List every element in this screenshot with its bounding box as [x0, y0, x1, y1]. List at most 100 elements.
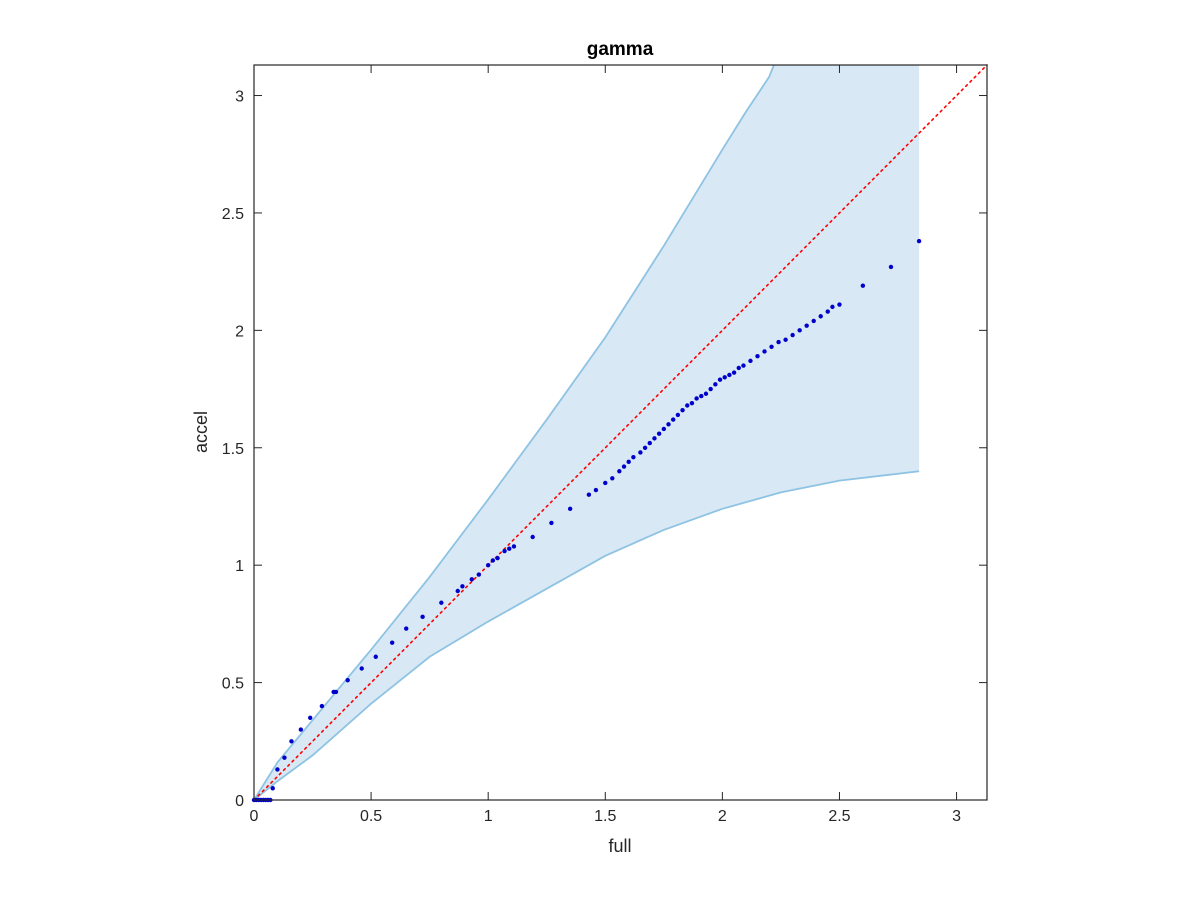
data-point — [289, 739, 294, 744]
data-point — [373, 654, 378, 659]
x-tick-label: 3 — [952, 808, 961, 825]
data-point — [642, 445, 648, 450]
data-point — [860, 283, 866, 288]
data-point — [511, 544, 517, 549]
x-tick-label: 2 — [718, 808, 727, 825]
data-point — [308, 715, 313, 721]
reference-line-layer — [253, 64, 988, 801]
data-point — [617, 469, 622, 474]
data-point — [830, 304, 835, 310]
data-point — [675, 412, 681, 418]
y-tick-label: 2.5 — [222, 206, 244, 223]
data-point — [359, 666, 364, 671]
data-point — [708, 386, 713, 392]
data-point — [495, 555, 500, 561]
data-point — [389, 640, 395, 645]
data-point — [790, 332, 795, 338]
data-point — [685, 403, 690, 408]
data-point — [647, 440, 652, 446]
data-point — [797, 328, 802, 333]
data-point — [731, 370, 737, 375]
data-point — [626, 459, 631, 465]
data-point — [888, 264, 894, 270]
data-point — [652, 436, 657, 441]
data-point — [762, 349, 767, 354]
x-axis-label: full — [608, 836, 631, 856]
data-point — [586, 492, 592, 497]
data-point — [825, 309, 830, 314]
data-point — [270, 786, 275, 791]
chart-title: gamma — [587, 39, 654, 60]
data-point — [420, 614, 425, 620]
data-point — [713, 382, 718, 387]
data-point — [282, 755, 287, 760]
data-point — [593, 487, 599, 493]
data-point — [736, 365, 741, 371]
x-tick-label: 1 — [484, 808, 493, 825]
data-point — [769, 344, 774, 349]
x-tick-label: 0.5 — [360, 808, 382, 825]
data-point — [638, 450, 643, 455]
data-point — [439, 600, 444, 605]
data-point — [811, 318, 816, 324]
data-point — [345, 678, 350, 683]
y-tick-label: 0 — [235, 793, 244, 810]
data-point — [748, 358, 753, 364]
data-point — [319, 703, 325, 709]
data-point — [298, 727, 304, 732]
data-point — [404, 626, 409, 631]
data-points-layer — [251, 238, 922, 803]
data-point — [460, 584, 465, 589]
data-point — [507, 546, 512, 551]
data-point — [656, 431, 662, 436]
axes-layer: 0 0.5 1 1.5 2 2.5 3 0 0.5 1 1.5 2 2.5 3 — [222, 64, 988, 825]
data-point — [776, 339, 781, 345]
data-point — [661, 426, 667, 432]
confidence-band-fill — [254, 65, 920, 800]
y-tick-label: 1.5 — [222, 441, 244, 458]
confidence-band-upper-edge — [254, 65, 775, 800]
data-point — [722, 375, 727, 380]
axes-box — [253, 64, 988, 801]
data-point — [490, 558, 496, 563]
data-point — [610, 476, 615, 481]
x-tick-label: 0 — [250, 808, 259, 825]
data-point — [333, 689, 339, 695]
data-point — [755, 353, 760, 359]
y-tick-label: 2 — [235, 323, 244, 340]
data-point — [275, 767, 280, 772]
reference-line-y-equals-x — [253, 64, 988, 801]
data-point — [670, 417, 676, 422]
data-point — [741, 363, 746, 368]
confidence-band-lower-edge — [254, 470, 920, 800]
x-tick-label: 2.5 — [828, 808, 850, 825]
data-point — [694, 396, 699, 401]
data-point — [549, 520, 554, 526]
data-point — [621, 464, 627, 469]
data-point — [916, 238, 922, 244]
data-point — [703, 391, 709, 396]
data-point — [783, 337, 788, 342]
data-point — [680, 407, 685, 413]
data-point — [699, 393, 704, 399]
data-point — [567, 506, 573, 512]
y-tick-label: 3 — [235, 89, 244, 106]
data-point — [631, 454, 636, 460]
data-point — [717, 377, 723, 382]
y-axis-label: accel — [191, 411, 211, 453]
data-point — [502, 548, 507, 554]
data-point — [837, 302, 842, 307]
data-point — [666, 422, 671, 427]
data-point — [469, 577, 474, 582]
y-tick-label: 1 — [235, 558, 244, 575]
data-point — [476, 572, 482, 577]
x-tick-label: 1.5 — [594, 808, 616, 825]
y-tick-label: 0.5 — [222, 676, 244, 693]
data-point — [818, 314, 823, 319]
confidence-band-layer — [254, 65, 920, 800]
data-point — [530, 534, 535, 540]
data-point — [689, 400, 695, 406]
data-point — [603, 480, 608, 486]
data-point — [804, 323, 809, 328]
